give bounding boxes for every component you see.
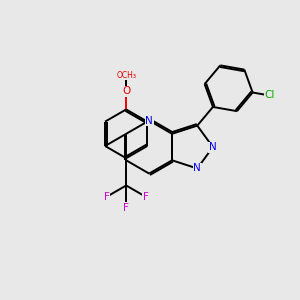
Text: N: N	[145, 116, 153, 126]
Text: F: F	[143, 192, 148, 202]
Text: N: N	[209, 142, 217, 152]
Text: F: F	[104, 192, 110, 202]
Text: O: O	[122, 86, 130, 96]
Text: F: F	[123, 203, 129, 213]
Text: N: N	[194, 164, 201, 173]
Text: OCH₃: OCH₃	[116, 71, 136, 80]
Text: Cl: Cl	[264, 91, 274, 100]
